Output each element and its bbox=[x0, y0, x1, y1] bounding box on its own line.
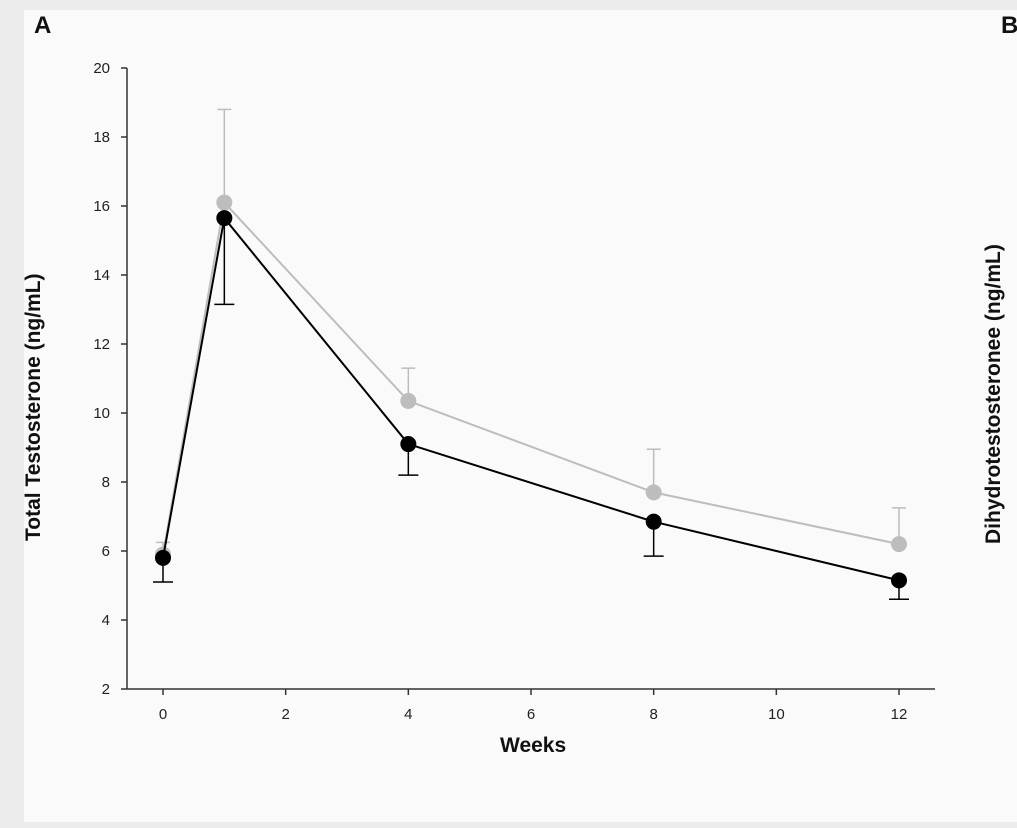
series-2-point bbox=[400, 436, 417, 453]
panel-label-b: B bbox=[1001, 12, 1017, 39]
x-tick-label: 6 bbox=[527, 706, 535, 723]
series-2-line bbox=[162, 215, 900, 582]
series-1-point bbox=[645, 484, 662, 501]
y-tick-label: 8 bbox=[102, 474, 110, 491]
y-tick-label: 12 bbox=[93, 336, 110, 353]
y-tick-label: 14 bbox=[93, 267, 110, 284]
x-tick-label: 8 bbox=[649, 706, 657, 723]
y-tick-label: 2 bbox=[102, 681, 110, 698]
y-tick-label: 18 bbox=[93, 129, 110, 146]
x-tick-label: 0 bbox=[159, 706, 167, 723]
series-1-point bbox=[400, 392, 417, 409]
y-tick-label: 10 bbox=[93, 405, 110, 422]
series-1-point bbox=[891, 536, 907, 553]
series-1-point bbox=[216, 194, 233, 211]
x-tick-label: 4 bbox=[404, 706, 412, 723]
panel-label-a: A bbox=[34, 12, 52, 39]
series-2-point bbox=[645, 513, 662, 530]
y-tick-label: 4 bbox=[102, 612, 110, 629]
x-tick-label: 10 bbox=[768, 706, 785, 723]
y-tick-label: 16 bbox=[93, 198, 110, 215]
series-2-point bbox=[155, 549, 171, 566]
series-2-point bbox=[216, 210, 233, 227]
series-2-point bbox=[891, 572, 907, 589]
x-tick-label: 2 bbox=[281, 706, 289, 723]
y-tick-label: 20 bbox=[93, 60, 110, 77]
x-tick-label: 12 bbox=[891, 706, 908, 723]
series-1-line bbox=[162, 200, 900, 555]
y-tick-label: 6 bbox=[102, 543, 110, 560]
x-axis-label: Weeks bbox=[500, 734, 567, 757]
